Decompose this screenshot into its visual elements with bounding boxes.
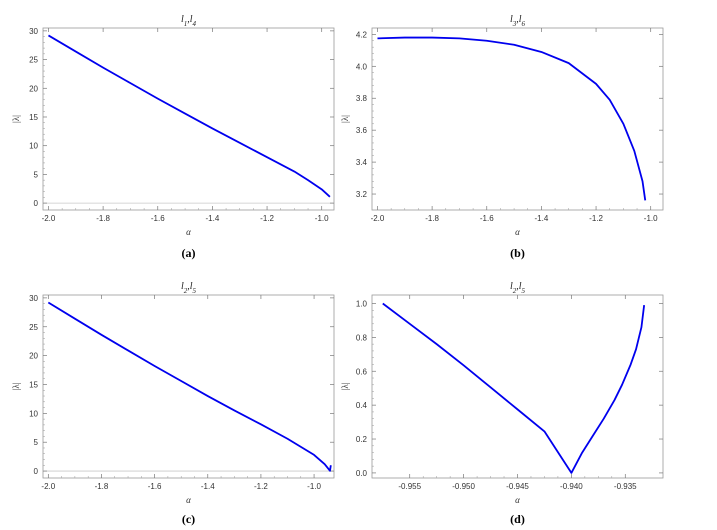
panel-d: -0.955 -0.950 -0.945 -0.940 -0.935 0.0 0.2 0.4 0… (340, 281, 664, 526)
plot-frame (42, 27, 335, 211)
y-tick-label: 3.8 (356, 94, 368, 103)
y-tick-label: 4.2 (356, 30, 368, 39)
series-line (47, 301, 332, 472)
panel-caption: (d) (510, 512, 525, 526)
x-tick-label: -1.6 (480, 214, 494, 223)
series-line (48, 34, 331, 198)
y-tick-label: 30 (29, 294, 38, 303)
y-tick-label: 10 (29, 409, 38, 418)
series-line (382, 302, 646, 474)
x-tick-label: -2.0 (42, 214, 56, 223)
panel-title: l2,l5 (181, 281, 197, 295)
x-axis-label: α (186, 227, 191, 237)
x-tick-label: -1.0 (644, 214, 658, 223)
y-tick-label: 1.0 (356, 299, 368, 308)
panel-c: -2.0 -1.8 -1.6 -1.4 -1.2 -1.0 0 5 10 15 20 25 30 l2,l… (11, 281, 335, 526)
y-tick-label: 15 (29, 380, 38, 389)
x-axis-label: α (186, 495, 191, 505)
x-tick-label: -1.8 (96, 214, 110, 223)
x-tick-label: -1.0 (307, 482, 321, 491)
panel-title: l1,l4 (181, 14, 197, 28)
y-axis-label: |λ| (340, 115, 350, 123)
x-tick-label: -1.4 (201, 482, 215, 491)
x-tick-label: -2.0 (371, 214, 385, 223)
x-axis-label: α (515, 227, 520, 237)
series-line (377, 36, 647, 201)
x-tick-label: -1.8 (95, 482, 109, 491)
y-axis-label: |λ| (11, 115, 21, 123)
y-tick-label: 5 (34, 438, 39, 447)
x-tick-label: -0.950 (452, 482, 475, 491)
plot-frame (371, 294, 664, 479)
x-tick-label: -1.2 (589, 214, 603, 223)
x-tick-label: -1.4 (535, 214, 549, 223)
y-tick-label: 3.6 (356, 126, 368, 135)
panel-caption: (b) (510, 246, 525, 260)
y-axis-label: |λ| (340, 382, 350, 390)
x-tick-label: -0.940 (560, 482, 583, 491)
y-tick-label: 0 (34, 199, 39, 208)
y-tick-label: 15 (29, 113, 38, 122)
panel-caption: (c) (182, 512, 195, 526)
x-tick-label: -1.4 (206, 214, 220, 223)
y-tick-label: 0.4 (356, 401, 368, 410)
y-tick-label: 0.6 (356, 367, 368, 376)
y-tick-label: 30 (29, 27, 38, 36)
y-tick-label: 10 (29, 142, 38, 151)
y-tick-label: 0.8 (356, 333, 368, 342)
y-tick-label: 5 (34, 170, 39, 179)
panel-title: l3,l6 (510, 14, 526, 28)
x-tick-label: -1.0 (315, 214, 329, 223)
x-tick-label: -0.955 (398, 482, 421, 491)
y-tick-label: 3.4 (356, 158, 368, 167)
x-tick-label: -0.935 (614, 482, 637, 491)
panel-caption: (a) (182, 246, 196, 260)
x-tick-label: -1.2 (254, 482, 268, 491)
x-tick-label: -1.6 (148, 482, 162, 491)
x-tick-label: -2.0 (41, 482, 55, 491)
y-tick-label: 3.2 (356, 190, 368, 199)
y-tick-label: 25 (29, 56, 38, 65)
panel-a: -2.0 -1.8 -1.6 -1.4 -1.2 -1.0 0 5 10 15 20 25 30 l1,l… (11, 14, 335, 260)
y-tick-label: 0 (34, 467, 39, 476)
y-tick-label: 20 (29, 84, 38, 93)
y-tick-label: 20 (29, 352, 38, 361)
panel-title: l2,l5 (510, 281, 526, 295)
y-tick-label: 4.0 (356, 62, 368, 71)
y-tick-label: 0.2 (356, 435, 368, 444)
x-tick-label: -1.6 (151, 214, 165, 223)
x-axis-label: α (515, 495, 520, 505)
y-tick-label: 0.0 (356, 469, 368, 478)
plot-frame (371, 27, 664, 211)
x-tick-label: -1.2 (260, 214, 274, 223)
x-tick-label: -1.8 (425, 214, 439, 223)
panel-b: -2.0 -1.8 -1.6 -1.4 -1.2 -1.0 3.2 3.4 3.6 3.8 4.0 4… (340, 14, 664, 260)
x-tick-label: -0.945 (506, 482, 529, 491)
y-tick-label: 25 (29, 323, 38, 332)
plot-frame (42, 294, 335, 479)
y-axis-label: |λ| (11, 382, 21, 390)
